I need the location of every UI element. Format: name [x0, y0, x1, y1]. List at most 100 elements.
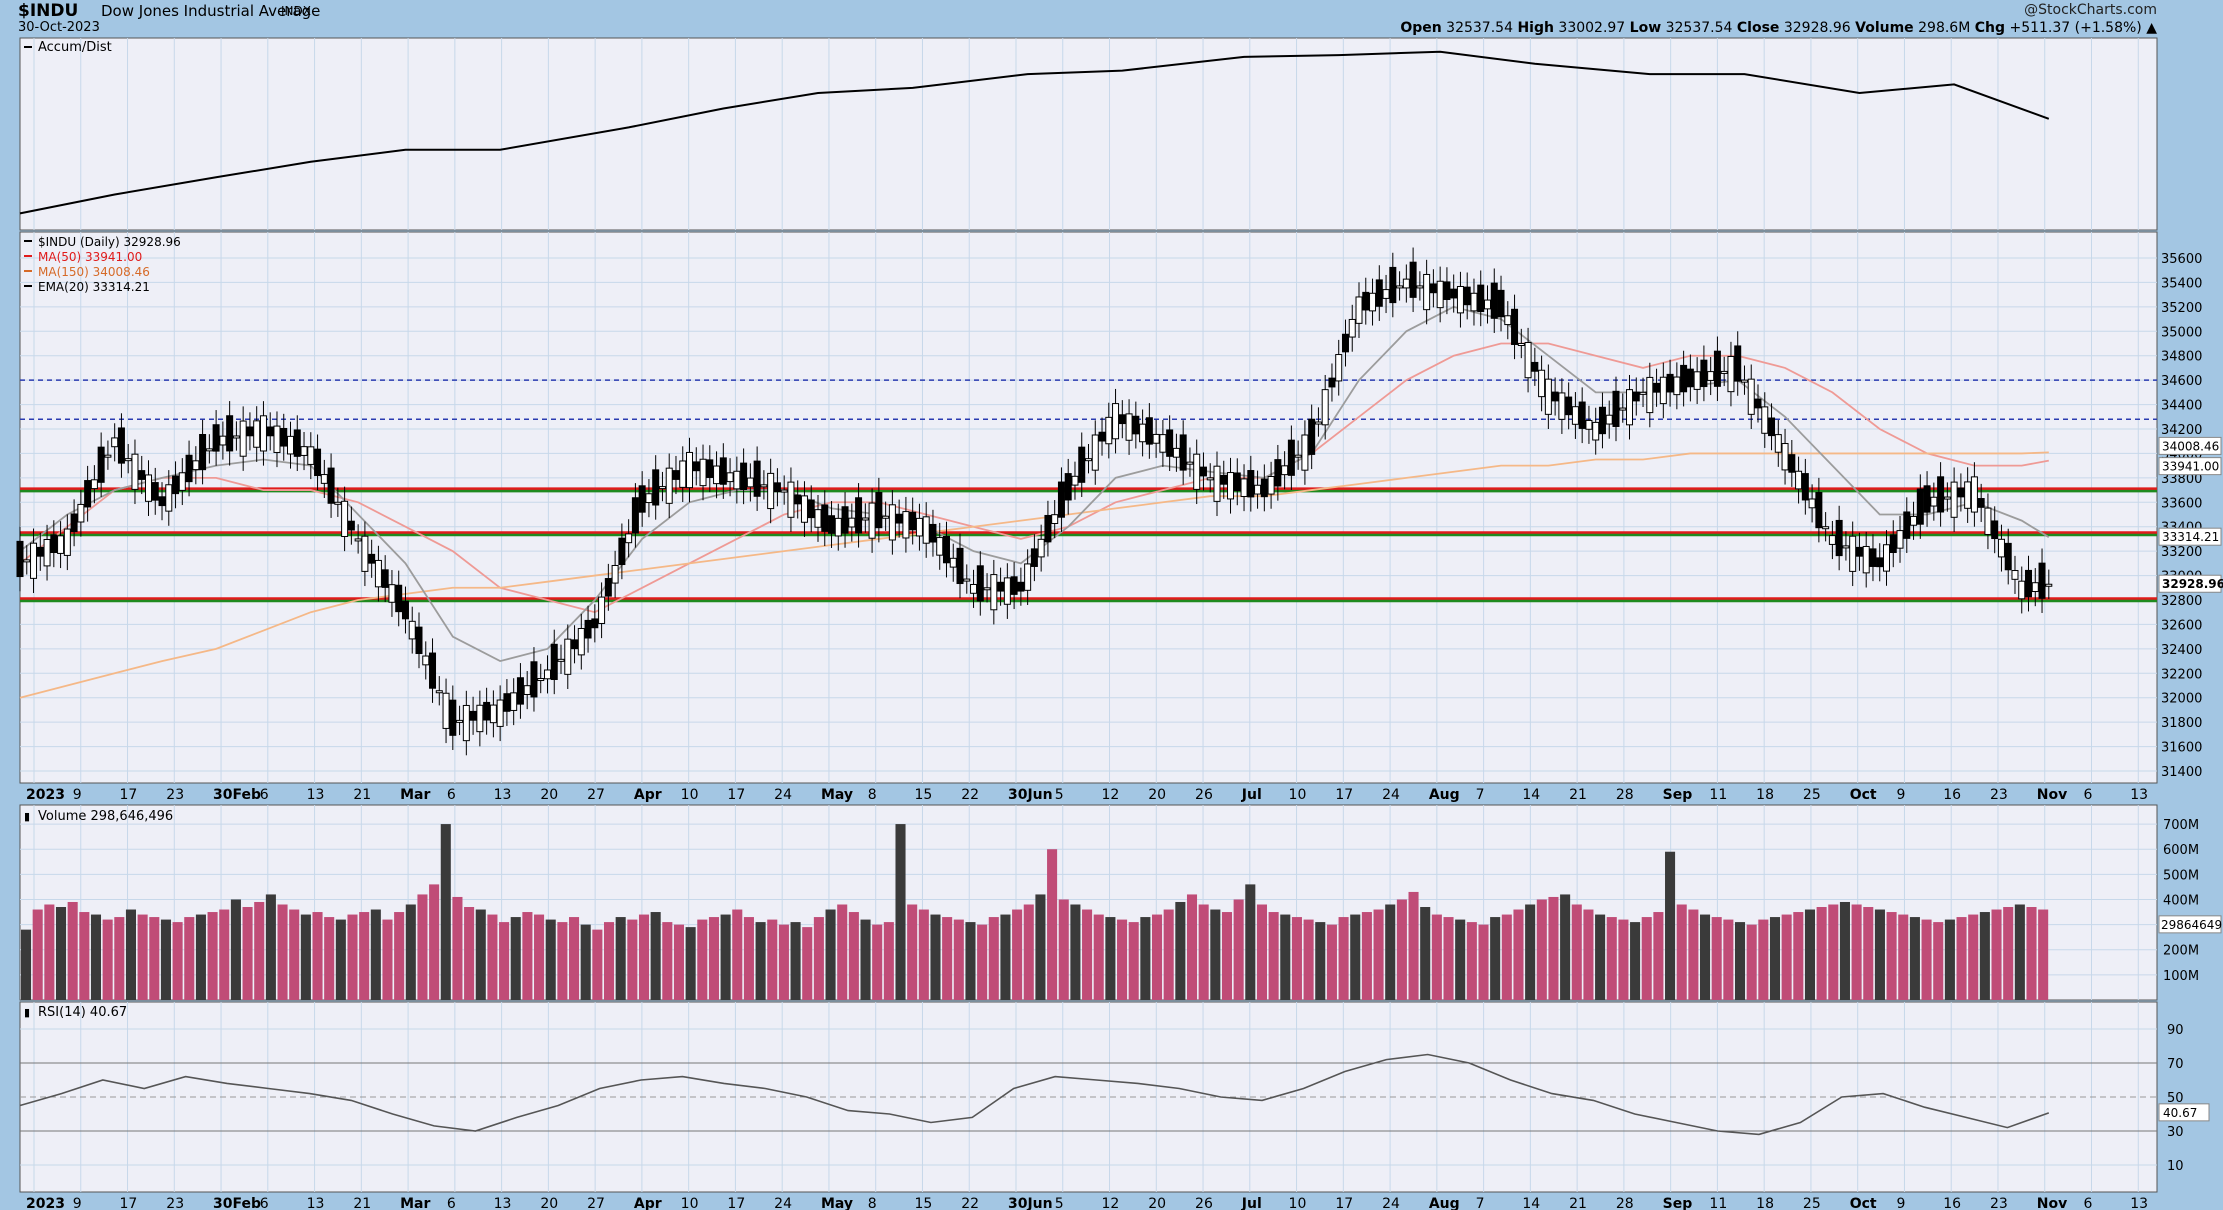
volume-bar-down	[160, 919, 171, 1000]
candle-up	[800, 495, 808, 523]
volume-bar-up	[242, 907, 253, 1000]
candle-up	[1659, 376, 1667, 405]
candle-up	[1024, 563, 1032, 591]
candle-down	[976, 565, 984, 602]
candle-up	[1085, 458, 1092, 462]
candle-up	[1822, 526, 1830, 530]
axis-label-bottom: Apr	[634, 1196, 662, 1210]
candle-up	[489, 704, 497, 724]
candle-up	[1740, 379, 1748, 383]
candle-up	[1281, 465, 1289, 476]
volume-bar-up	[697, 919, 708, 1000]
candle-up	[1483, 299, 1491, 310]
candle-down	[314, 448, 322, 477]
candle-up	[90, 479, 98, 490]
axis-label-bottom: 8	[868, 1196, 877, 1210]
volume-bar-down	[230, 899, 241, 1000]
axis-label-bottom: Jul	[1241, 1196, 1262, 1210]
candle-down	[1375, 279, 1383, 307]
candle-up	[1314, 421, 1322, 425]
candle-up	[658, 486, 666, 490]
candle-down	[821, 504, 829, 532]
candle-down	[503, 693, 511, 712]
volume-bar-up	[452, 896, 463, 1000]
candle-up	[124, 458, 132, 462]
volume-bar-up	[1326, 924, 1337, 1000]
volume-bar-up	[1571, 904, 1582, 1000]
volume-bar-up	[1968, 914, 1979, 1000]
candle-down	[773, 482, 781, 493]
candle-down	[1477, 284, 1485, 313]
candle-down	[368, 553, 376, 564]
axis-label-bottom: 17	[120, 1196, 138, 1210]
axis-label-bottom: 28	[1616, 1196, 1634, 1210]
candle-down	[347, 520, 355, 531]
volume-bar-down	[1105, 917, 1116, 1000]
candle-down	[449, 699, 457, 736]
candle-down	[2025, 569, 2033, 598]
volume-bar-down	[860, 919, 871, 1000]
volume-bar-up	[137, 914, 148, 1000]
candle-down	[483, 701, 491, 721]
axis-label-bottom: 6	[2084, 1196, 2093, 1210]
legend-price-series: MA(50) 33941.00	[38, 250, 142, 264]
volume-bar-up	[1093, 914, 1104, 1000]
volume-bar-up	[102, 919, 113, 1000]
price-label: 34008.46	[2162, 439, 2219, 453]
volume-bar-up	[1373, 909, 1384, 1000]
axis-label-top: 13	[494, 787, 512, 803]
volume-bar-down	[1700, 914, 1711, 1000]
candle-up	[442, 692, 450, 729]
volume-bar-up	[499, 922, 510, 1000]
candle-up	[1301, 434, 1309, 471]
volume-bar-down	[825, 909, 836, 1000]
volume-bar-down	[1734, 922, 1746, 1000]
volume-bar-down	[1560, 894, 1571, 1000]
axis-label-top: Jul	[1241, 787, 1262, 803]
candle-up	[1402, 278, 1410, 289]
axis-label-bottom: 11	[1709, 1196, 1727, 1210]
candle-up	[915, 517, 923, 537]
candle-down	[266, 426, 274, 437]
candle-down	[1247, 470, 1255, 498]
axis-label-bottom: 22	[961, 1196, 979, 1210]
candle-down	[753, 460, 761, 497]
candle-down	[1734, 345, 1742, 382]
volume-bar-up	[673, 924, 685, 1000]
volume-bar-up	[1898, 914, 1909, 1000]
candle-up	[1382, 289, 1390, 299]
candle-up	[645, 493, 653, 504]
candle-up	[733, 470, 741, 490]
axis-label-bottom: Mar	[400, 1196, 430, 1210]
volume-bar-up	[1851, 904, 1862, 1000]
axis-label-bottom: 17	[1335, 1196, 1353, 1210]
axis-label-bottom: 16	[1943, 1196, 1961, 1210]
candle-up	[1626, 389, 1634, 426]
volume-bar-up	[813, 917, 824, 1000]
candle-down	[1429, 283, 1437, 294]
axis-label-top: 16	[1943, 787, 1961, 803]
y-tick-label: 35400	[2161, 276, 2202, 291]
axis-label-top: 6	[260, 787, 269, 803]
rsi-tick-label: 90	[2167, 1023, 2184, 1038]
candle-up	[1335, 354, 1343, 382]
candle-up	[1808, 498, 1816, 509]
volume-bar-down	[1490, 917, 1501, 1000]
candle-down	[1957, 487, 1965, 498]
candle-up	[1720, 370, 1728, 374]
volume-bar-up	[1653, 912, 1664, 1000]
high-value: 33002.97	[1558, 20, 1626, 36]
volume-bar-up	[149, 917, 160, 1000]
axis-label-top: Mar	[400, 787, 430, 803]
axis-label-top: Apr	[634, 787, 662, 803]
candle-up	[1396, 285, 1404, 289]
candle-down	[70, 513, 78, 533]
candle-down	[841, 506, 849, 534]
candle-up	[2011, 570, 2019, 580]
candle-down	[36, 546, 44, 557]
axis-label-top: 25	[1803, 787, 1821, 803]
candle-up	[814, 509, 822, 528]
candle-up	[2018, 580, 2026, 600]
volume-bar-up	[429, 884, 440, 1000]
candle-up	[1524, 342, 1532, 379]
